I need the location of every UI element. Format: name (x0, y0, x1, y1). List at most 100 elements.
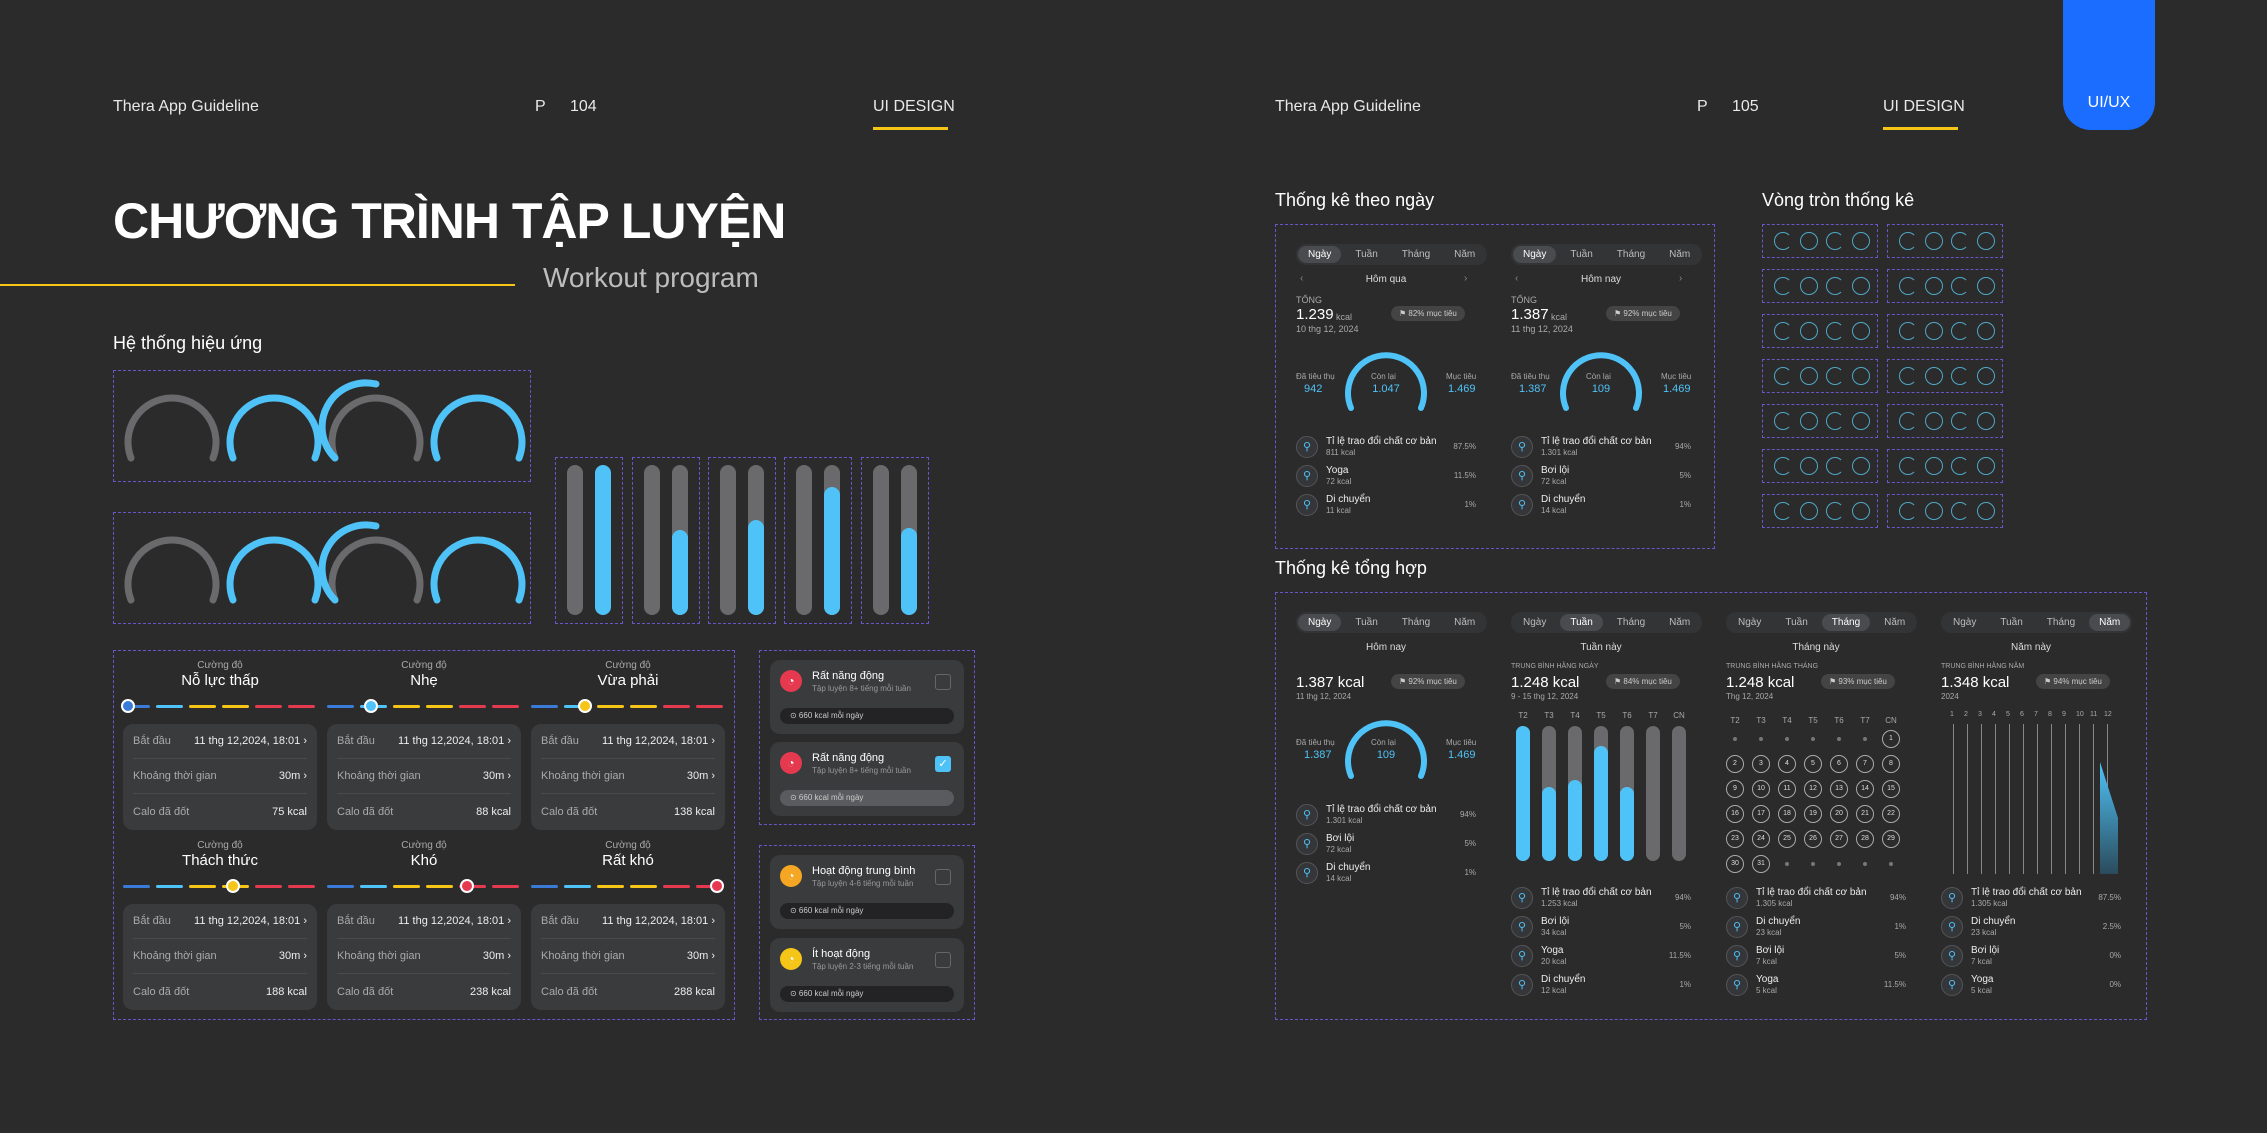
intensity-row[interactable]: Bắt đầu 11 thg 12,2024, 18:01 › (337, 724, 511, 759)
cal-day[interactable]: 22 (1882, 805, 1900, 823)
intensity-row[interactable]: Khoảng thời gian 30m › (337, 939, 511, 974)
cal-day[interactable]: 27 (1830, 830, 1848, 848)
intensity-row[interactable]: Bắt đầu 11 thg 12,2024, 18:01 › (541, 904, 715, 939)
tab-3[interactable]: Năm (2089, 614, 2131, 631)
stat-circle-icon (1899, 277, 1917, 295)
period-tabs: Ngày Tuần Tháng Năm (1941, 612, 2133, 633)
intensity-row[interactable]: Khoảng thời gian 30m › (133, 759, 307, 794)
tab-2[interactable]: Tháng (1401, 249, 1431, 260)
activity-checkbox[interactable] (935, 952, 951, 968)
intensity-slider-thumb[interactable] (364, 699, 378, 713)
corner-tab[interactable]: UI/UX (2063, 0, 2155, 130)
goal-pill[interactable]: ⚑ 92% mục tiêu (1606, 306, 1680, 321)
intensity-row[interactable]: Khoảng thời gian 30m › (541, 759, 715, 794)
cal-day[interactable]: 6 (1830, 755, 1848, 773)
cal-day[interactable]: 20 (1830, 805, 1848, 823)
tab-2[interactable]: Tháng (1821, 614, 1871, 631)
intensity-row[interactable]: Khoảng thời gian 30m › (541, 939, 715, 974)
tab-1[interactable]: Tuần (2000, 617, 2023, 628)
tab-0[interactable]: Ngày (1523, 617, 1547, 628)
tab-3[interactable]: Năm (1669, 249, 1691, 260)
prev-icon[interactable]: ‹ (1300, 273, 1304, 284)
activity-card[interactable]: ◔ Rất năng động Tập luyện 8+ tiếng mỗi tuầ… (770, 660, 964, 734)
intensity-row: Calo đã đốt 75 kcal (133, 794, 307, 829)
goal-pill[interactable]: ⚑ 82% mục tiêu (1391, 306, 1465, 321)
cal-day[interactable]: 1 (1882, 730, 1900, 748)
cal-day[interactable]: 3 (1752, 755, 1770, 773)
cal-day[interactable]: 7 (1856, 755, 1874, 773)
tab-2[interactable]: Tháng (1616, 249, 1646, 260)
goal-pill[interactable]: ⚑ 94% mục tiêu (2036, 674, 2110, 689)
next-icon[interactable]: › (1464, 273, 1468, 284)
goal-pill[interactable]: ⚑ 84% mục tiêu (1606, 674, 1680, 689)
cal-day[interactable]: 26 (1804, 830, 1822, 848)
tab-3[interactable]: Năm (1454, 249, 1476, 260)
intensity-row[interactable]: Khoảng thời gian 30m › (133, 939, 307, 974)
activity-card[interactable]: ◔ Ít hoạt động Tập luyện 2-3 tiếng mỗi tuầ… (770, 938, 964, 1012)
cal-day[interactable]: 13 (1830, 780, 1848, 798)
intensity-row[interactable]: Bắt đầu 11 thg 12,2024, 18:01 › (133, 904, 307, 939)
activity-checkbox[interactable] (935, 869, 951, 885)
tab-0[interactable]: Ngày (1953, 617, 1977, 628)
intensity-row[interactable]: Bắt đầu 11 thg 12,2024, 18:01 › (133, 724, 307, 759)
tab-1[interactable]: Tuần (1355, 249, 1378, 260)
cal-day[interactable]: 28 (1856, 830, 1874, 848)
cal-day[interactable]: 18 (1778, 805, 1796, 823)
cal-day[interactable]: 9 (1726, 780, 1744, 798)
tab-3[interactable]: Năm (1884, 617, 1906, 628)
goal-pill[interactable]: ⚑ 92% mục tiêu (1391, 674, 1465, 689)
activity-checkbox[interactable] (935, 674, 951, 690)
cal-day[interactable]: 8 (1882, 755, 1900, 773)
cal-day[interactable]: 29 (1882, 830, 1900, 848)
stat-circle-icon (1899, 232, 1917, 250)
item-pct: 0% (2109, 951, 2121, 960)
intensity-row[interactable]: Bắt đầu 11 thg 12,2024, 18:01 › (337, 904, 511, 939)
intensity-row[interactable]: Khoảng thời gian 30m › (337, 759, 511, 794)
intensity-row[interactable]: Bắt đầu 11 thg 12,2024, 18:01 › (541, 724, 715, 759)
goal-pill[interactable]: ⚑ 93% mục tiêu (1821, 674, 1895, 689)
intensity-slider-thumb[interactable] (121, 699, 135, 713)
tab-1[interactable]: Tuần (1560, 614, 1603, 631)
activity-card[interactable]: ◔ Rất năng động Tập luyện 8+ tiếng mỗi tuầ… (770, 742, 964, 816)
intensity-slider-thumb[interactable] (226, 879, 240, 893)
cal-day[interactable]: 23 (1726, 830, 1744, 848)
activity-checkbox[interactable]: ✓ (935, 756, 951, 772)
tab-0[interactable]: Ngày (1513, 246, 1557, 263)
cal-day[interactable]: 21 (1856, 805, 1874, 823)
tab-3[interactable]: Năm (1454, 617, 1476, 628)
intensity-label: Cường độ (401, 660, 447, 671)
tab-0[interactable]: Ngày (1738, 617, 1762, 628)
cal-day[interactable]: 14 (1856, 780, 1874, 798)
cal-day[interactable]: 19 (1804, 805, 1822, 823)
cal-day[interactable]: 2 (1726, 755, 1744, 773)
cal-day[interactable]: 10 (1752, 780, 1770, 798)
tab-0[interactable]: Ngày (1298, 614, 1342, 631)
cal-day[interactable]: 11 (1778, 780, 1796, 798)
tab-1[interactable]: Tuần (1355, 617, 1378, 628)
vbar-group (784, 457, 852, 624)
tab-2[interactable]: Tháng (1401, 617, 1431, 628)
tab-3[interactable]: Năm (1669, 617, 1691, 628)
tab-1[interactable]: Tuần (1785, 617, 1808, 628)
tab-1[interactable]: Tuần (1570, 249, 1593, 260)
intensity-slider-thumb[interactable] (578, 699, 592, 713)
tab-2[interactable]: Tháng (1616, 617, 1646, 628)
cal-day[interactable]: 12 (1804, 780, 1822, 798)
cal-day[interactable]: 5 (1804, 755, 1822, 773)
cal-day[interactable]: 15 (1882, 780, 1900, 798)
cal-day[interactable]: 24 (1752, 830, 1770, 848)
cal-day[interactable]: 4 (1778, 755, 1796, 773)
cal-day[interactable]: 25 (1778, 830, 1796, 848)
cal-day[interactable]: 16 (1726, 805, 1744, 823)
tab-2[interactable]: Tháng (2046, 617, 2076, 628)
activity-card[interactable]: ◔ Hoạt động trung bình Tập luyện 4-6 tiếng… (770, 855, 964, 929)
page-title: CHƯƠNG TRÌNH TẬP LUYỆN (113, 193, 786, 249)
intensity-slider-thumb[interactable] (460, 879, 474, 893)
next-icon[interactable]: › (1679, 273, 1683, 284)
cal-day[interactable]: 30 (1726, 855, 1744, 873)
tab-0[interactable]: Ngày (1298, 246, 1342, 263)
cal-day[interactable]: 31 (1752, 855, 1770, 873)
cal-day[interactable]: 17 (1752, 805, 1770, 823)
prev-icon[interactable]: ‹ (1515, 273, 1519, 284)
intensity-slider-thumb[interactable] (710, 879, 724, 893)
